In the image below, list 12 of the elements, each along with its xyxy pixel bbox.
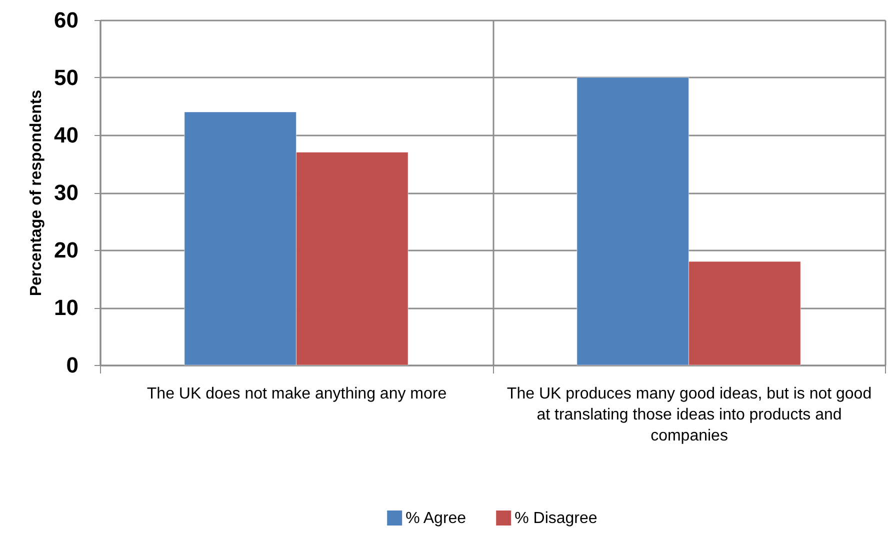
y-tick-label: 50: [54, 65, 78, 90]
legend-label: % Disagree: [514, 510, 598, 527]
y-tick-label: 60: [54, 8, 78, 32]
x-tick-label: The UK does not make anything any more: [146, 386, 447, 402]
y-tick-label: 20: [54, 238, 78, 262]
y-tick-label: 10: [54, 295, 78, 320]
y-axis-title: Percentage of respondents: [28, 90, 46, 296]
y-tick-label: 0: [66, 352, 78, 378]
legend-label: % Agree: [406, 510, 466, 527]
y-tick-label: 40: [54, 122, 78, 148]
y-tick-label: 30: [54, 180, 78, 205]
x-tick-label: The UK produces many good ideas, but is not good at translating those ideas into products and companies: [506, 386, 872, 444]
